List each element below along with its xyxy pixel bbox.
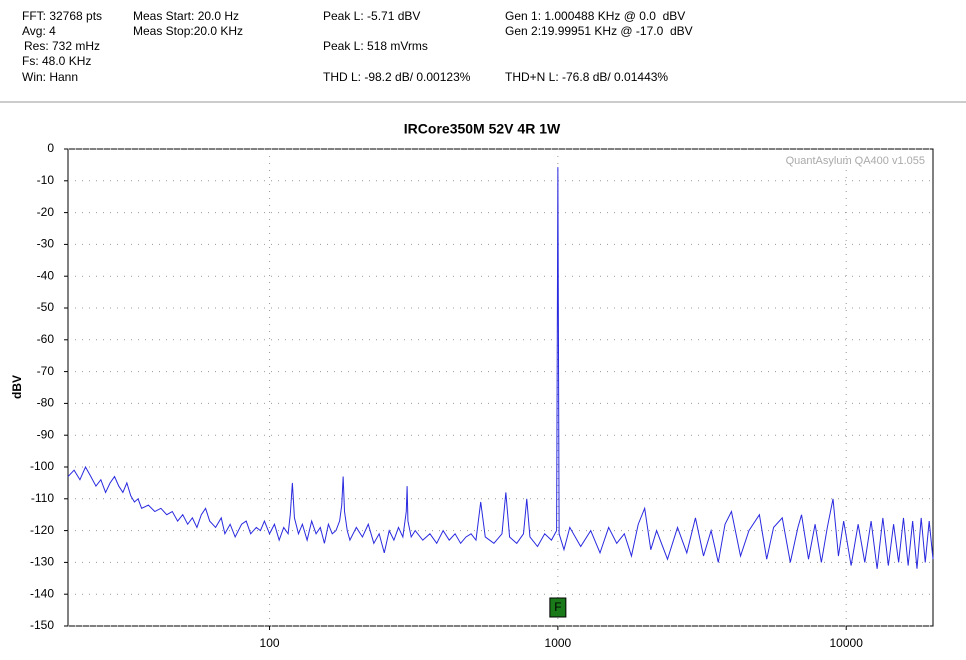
header-text: Gen 2:19.99951 KHz @ -17.0 dBV xyxy=(505,24,693,38)
header-text: Fs: 48.0 KHz xyxy=(22,54,91,68)
y-tick-label: -110 xyxy=(31,491,54,505)
y-tick-label: 0 xyxy=(47,141,54,155)
y-tick-label: -100 xyxy=(30,459,54,473)
frequency-marker-label: F xyxy=(554,600,561,614)
y-tick-label: -30 xyxy=(37,237,55,251)
header-text: THD L: -98.2 dB/ 0.00123% xyxy=(323,70,471,84)
y-tick-label: -120 xyxy=(30,523,54,537)
header-text: Meas Start: 20.0 Hz xyxy=(133,9,239,23)
header-text: Res: 732 mHz xyxy=(24,39,100,53)
x-tick-label: 100 xyxy=(260,636,280,650)
header-text: Peak L: -5.71 dBV xyxy=(323,9,420,23)
frequency-marker xyxy=(549,597,567,618)
header-text: Meas Stop:20.0 KHz xyxy=(133,24,243,38)
header-text: Avg: 4 xyxy=(22,24,56,38)
plot-frame xyxy=(67,148,934,627)
y-tick-label: -60 xyxy=(37,332,55,346)
y-tick-label: -80 xyxy=(37,396,55,410)
y-tick-label: -150 xyxy=(30,618,54,632)
spectrum-line xyxy=(67,167,934,569)
y-tick-label: -140 xyxy=(30,586,54,600)
watermark: QuantAsylum QA400 v1.055 xyxy=(786,155,925,167)
header-text: Win: Hann xyxy=(22,70,78,84)
y-axis-label: dBV xyxy=(10,375,24,399)
x-tick-label: 10000 xyxy=(830,636,864,650)
y-tick-label: -50 xyxy=(37,300,55,314)
header-text: FFT: 32768 pts xyxy=(22,9,102,23)
y-tick-label: -90 xyxy=(37,427,55,441)
y-tick-label: -70 xyxy=(37,364,55,378)
header-text: THD+N L: -76.8 dB/ 0.01443% xyxy=(505,70,668,84)
chart-title: IRCore350M 52V 4R 1W xyxy=(404,121,561,137)
y-tick-label: -20 xyxy=(37,205,55,219)
x-tick-label: 1000 xyxy=(545,636,572,650)
y-tick-label: -10 xyxy=(37,173,55,187)
y-tick-label: -130 xyxy=(30,555,54,569)
header-text: Peak L: 518 mVrms xyxy=(323,39,428,53)
y-tick-label: -40 xyxy=(37,268,55,282)
header-text: Gen 1: 1.000488 KHz @ 0.0 dBV xyxy=(505,9,685,23)
